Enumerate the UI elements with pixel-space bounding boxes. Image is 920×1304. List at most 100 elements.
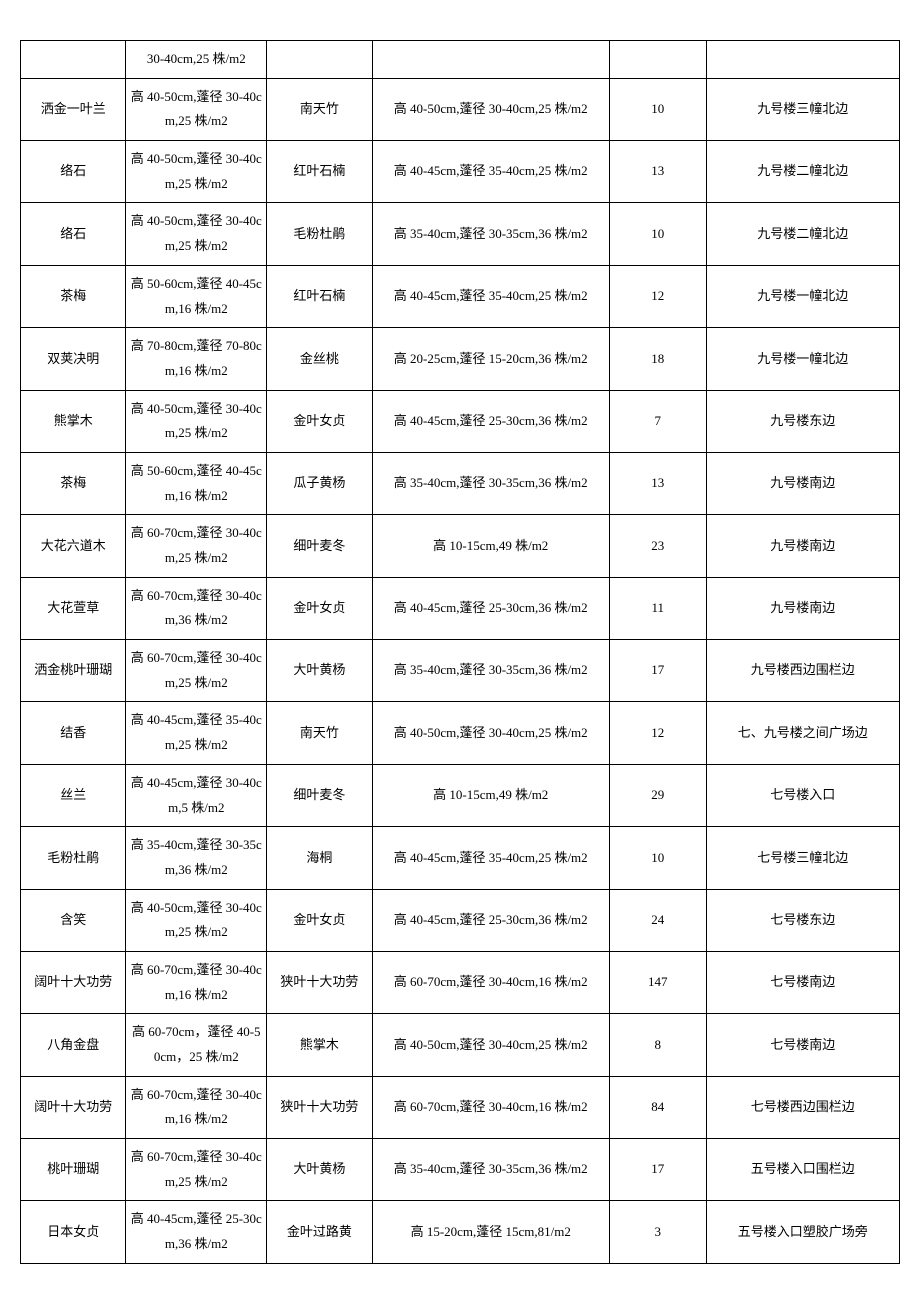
table-body: 30-40cm,25 株/m2洒金一叶兰高 40-50cm,蓬径 30-40cm…: [21, 41, 900, 1264]
table-row: 30-40cm,25 株/m2: [21, 41, 900, 79]
table-cell: 洒金一叶兰: [21, 78, 126, 140]
table-cell: 八角金盘: [21, 1014, 126, 1076]
table-cell: 高 60-70cm,蓬径 30-40cm,16 株/m2: [126, 1076, 267, 1138]
table-cell: 阔叶十大功劳: [21, 1076, 126, 1138]
table-cell: 七号楼三幢北边: [706, 827, 899, 889]
table-cell: 高 40-50cm,蓬径 30-40cm,25 株/m2: [126, 141, 267, 203]
table-cell: 高 35-40cm,蓬径 30-35cm,36 株/m2: [372, 1139, 609, 1201]
table-cell: 桃叶珊瑚: [21, 1139, 126, 1201]
table-cell: 细叶麦冬: [267, 515, 372, 577]
table-row: 洒金桃叶珊瑚高 60-70cm,蓬径 30-40cm,25 株/m2大叶黄杨高 …: [21, 640, 900, 702]
table-cell: 29: [609, 764, 706, 826]
table-cell: 高 20-25cm,蓬径 15-20cm,36 株/m2: [372, 328, 609, 390]
table-cell: 高 40-45cm,蓬径 35-40cm,25 株/m2: [372, 141, 609, 203]
table-cell: 12: [609, 265, 706, 327]
table-cell: 高 35-40cm,蓬径 30-35cm,36 株/m2: [126, 827, 267, 889]
table-cell: 细叶麦冬: [267, 764, 372, 826]
table-cell: 双荚决明: [21, 328, 126, 390]
table-cell: 高 40-45cm,蓬径 25-30cm,36 株/m2: [372, 390, 609, 452]
table-row: 阔叶十大功劳高 60-70cm,蓬径 30-40cm,16 株/m2狭叶十大功劳…: [21, 951, 900, 1013]
table-cell: 高 40-45cm,蓬径 35-40cm,25 株/m2: [372, 265, 609, 327]
table-cell: 九号楼南边: [706, 515, 899, 577]
table-cell: 高 60-70cm，蓬径 40-50cm，25 株/m2: [126, 1014, 267, 1076]
table-cell: 金叶女贞: [267, 390, 372, 452]
table-cell: 高 40-50cm,蓬径 30-40cm,25 株/m2: [126, 203, 267, 265]
table-cell: 大花六道木: [21, 515, 126, 577]
table-cell: 84: [609, 1076, 706, 1138]
table-cell: 海桐: [267, 827, 372, 889]
table-cell: 高 60-70cm,蓬径 30-40cm,16 株/m2: [372, 1076, 609, 1138]
table-cell: 九号楼西边围栏边: [706, 640, 899, 702]
table-cell: [706, 41, 899, 79]
table-cell: 九号楼一幢北边: [706, 265, 899, 327]
table-cell: 147: [609, 951, 706, 1013]
table-cell: 五号楼入口塑胶广场旁: [706, 1201, 899, 1263]
table-cell: 24: [609, 889, 706, 951]
table-cell: 七号楼南边: [706, 951, 899, 1013]
table-cell: 高 40-50cm,蓬径 30-40cm,25 株/m2: [126, 390, 267, 452]
table-cell: 高 60-70cm,蓬径 30-40cm,25 株/m2: [126, 515, 267, 577]
table-cell: 18: [609, 328, 706, 390]
table-cell: 高 40-50cm,蓬径 30-40cm,25 株/m2: [372, 1014, 609, 1076]
table-cell: 高 60-70cm,蓬径 30-40cm,25 株/m2: [126, 1139, 267, 1201]
table-cell: 高 60-70cm,蓬径 30-40cm,16 株/m2: [126, 951, 267, 1013]
table-cell: 8: [609, 1014, 706, 1076]
table-cell: 高 60-70cm,蓬径 30-40cm,25 株/m2: [126, 640, 267, 702]
table-row: 络石高 40-50cm,蓬径 30-40cm,25 株/m2红叶石楠高 40-4…: [21, 141, 900, 203]
table-cell: 狭叶十大功劳: [267, 951, 372, 1013]
table-cell: 大叶黄杨: [267, 1139, 372, 1201]
table-row: 含笑高 40-50cm,蓬径 30-40cm,25 株/m2金叶女贞高 40-4…: [21, 889, 900, 951]
table-cell: 九号楼一幢北边: [706, 328, 899, 390]
table-cell: 毛粉杜鹃: [21, 827, 126, 889]
table-cell: [21, 41, 126, 79]
table-cell: 高 40-45cm,蓬径 25-30cm,36 株/m2: [126, 1201, 267, 1263]
table-cell: 高 10-15cm,49 株/m2: [372, 764, 609, 826]
table-cell: 九号楼南边: [706, 577, 899, 639]
table-cell: 含笑: [21, 889, 126, 951]
table-cell: 高 40-50cm,蓬径 30-40cm,25 株/m2: [372, 78, 609, 140]
table-cell: 高 60-70cm,蓬径 30-40cm,16 株/m2: [372, 951, 609, 1013]
table-cell: 九号楼三幢北边: [706, 78, 899, 140]
table-cell: 23: [609, 515, 706, 577]
table-cell: 金叶过路黄: [267, 1201, 372, 1263]
table-cell: 金叶女贞: [267, 889, 372, 951]
table-row: 大花萱草高 60-70cm,蓬径 30-40cm,36 株/m2金叶女贞高 40…: [21, 577, 900, 639]
table-cell: 10: [609, 827, 706, 889]
table-cell: 7: [609, 390, 706, 452]
table-cell: 日本女贞: [21, 1201, 126, 1263]
table-cell: 阔叶十大功劳: [21, 951, 126, 1013]
table-cell: 络石: [21, 203, 126, 265]
table-cell: 高 35-40cm,蓬径 30-35cm,36 株/m2: [372, 640, 609, 702]
table-row: 桃叶珊瑚高 60-70cm,蓬径 30-40cm,25 株/m2大叶黄杨高 35…: [21, 1139, 900, 1201]
table-row: 茶梅高 50-60cm,蓬径 40-45cm,16 株/m2瓜子黄杨高 35-4…: [21, 452, 900, 514]
table-cell: 高 50-60cm,蓬径 40-45cm,16 株/m2: [126, 265, 267, 327]
table-cell: 茶梅: [21, 452, 126, 514]
table-row: 洒金一叶兰高 40-50cm,蓬径 30-40cm,25 株/m2南天竹高 40…: [21, 78, 900, 140]
table-cell: 七号楼西边围栏边: [706, 1076, 899, 1138]
table-cell: 红叶石楠: [267, 141, 372, 203]
table-cell: 高 40-45cm,蓬径 25-30cm,36 株/m2: [372, 889, 609, 951]
table-cell: 10: [609, 78, 706, 140]
table-cell: 七号楼东边: [706, 889, 899, 951]
table-row: 络石高 40-50cm,蓬径 30-40cm,25 株/m2毛粉杜鹃高 35-4…: [21, 203, 900, 265]
table-row: 熊掌木高 40-50cm,蓬径 30-40cm,25 株/m2金叶女贞高 40-…: [21, 390, 900, 452]
table-cell: 大叶黄杨: [267, 640, 372, 702]
table-row: 结香高 40-45cm,蓬径 35-40cm,25 株/m2南天竹高 40-50…: [21, 702, 900, 764]
table-cell: 高 40-45cm,蓬径 35-40cm,25 株/m2: [126, 702, 267, 764]
table-cell: [372, 41, 609, 79]
table-cell: 狭叶十大功劳: [267, 1076, 372, 1138]
table-row: 茶梅高 50-60cm,蓬径 40-45cm,16 株/m2红叶石楠高 40-4…: [21, 265, 900, 327]
table-cell: 高 15-20cm,蓬径 15cm,81/m2: [372, 1201, 609, 1263]
table-cell: 高 40-50cm,蓬径 30-40cm,25 株/m2: [372, 702, 609, 764]
table-row: 日本女贞高 40-45cm,蓬径 25-30cm,36 株/m2金叶过路黄高 1…: [21, 1201, 900, 1263]
table-cell: 高 35-40cm,蓬径 30-35cm,36 株/m2: [372, 452, 609, 514]
table-cell: 金丝桃: [267, 328, 372, 390]
table-cell: 五号楼入口围栏边: [706, 1139, 899, 1201]
table-cell: 九号楼东边: [706, 390, 899, 452]
table-cell: 熊掌木: [21, 390, 126, 452]
table-row: 丝兰高 40-45cm,蓬径 30-40cm,5 株/m2细叶麦冬高 10-15…: [21, 764, 900, 826]
table-cell: 七、九号楼之间广场边: [706, 702, 899, 764]
table-cell: 30-40cm,25 株/m2: [126, 41, 267, 79]
table-cell: 高 50-60cm,蓬径 40-45cm,16 株/m2: [126, 452, 267, 514]
table-cell: 七号楼南边: [706, 1014, 899, 1076]
